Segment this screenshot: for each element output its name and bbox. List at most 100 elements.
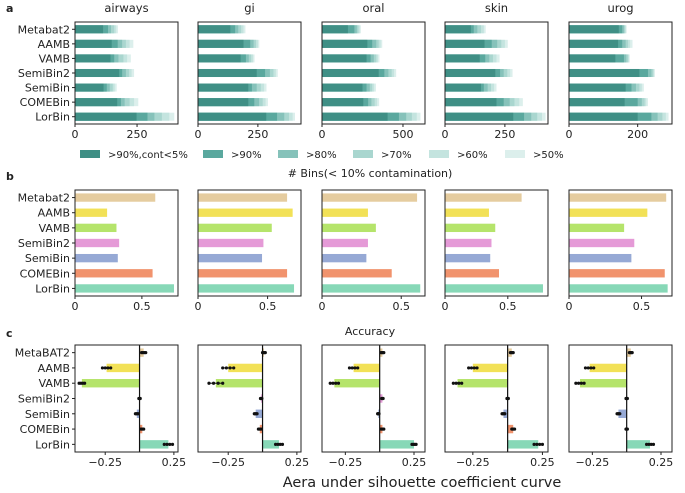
bar-VAMB [81, 379, 140, 388]
error-point [511, 351, 515, 355]
error-point [106, 366, 110, 370]
bar-AAMB-level-0 [322, 39, 368, 48]
x-tick-label: 0.25 [285, 456, 310, 469]
error-point [170, 442, 175, 446]
error-point [100, 366, 105, 370]
axes-frame [444, 21, 549, 125]
panel-label: c [6, 327, 13, 340]
subplot-title: skin [485, 1, 508, 15]
bar-LorBin [262, 440, 280, 449]
axes-frame [444, 189, 549, 297]
error-point [211, 381, 216, 385]
bar-COMEBin-level-0 [445, 98, 497, 107]
x-tick-label: 0 [319, 300, 326, 313]
error-point [467, 366, 471, 370]
subplot-skin: 0 0.5 [442, 189, 549, 313]
bar-SemiBin2 [569, 238, 635, 248]
y-tick-label: AAMB [38, 207, 70, 220]
error-point [273, 442, 278, 446]
panel-label: b [6, 170, 14, 183]
error-point [618, 412, 622, 416]
y-tick-label: COMEBin [20, 267, 70, 280]
subplot-gi: −0.25 0.25 [197, 344, 310, 469]
bar-LorBin [198, 284, 295, 293]
bar-SemiBin-level-0 [322, 83, 363, 92]
bar-VAMB-level-0 [569, 54, 616, 63]
x-tick-label: 250 [494, 128, 515, 141]
error-point [649, 442, 653, 446]
bar-VAMB [569, 223, 625, 233]
axes-frame [568, 344, 673, 453]
x-tick-label: 250 [247, 128, 268, 141]
subplot-urog: 0 0.5 [566, 189, 673, 313]
error-point [103, 366, 107, 370]
bar-AAMB [445, 208, 489, 217]
y-tick-label: SemiBin2 [18, 393, 70, 406]
error-point [381, 396, 385, 401]
error-point [503, 412, 507, 416]
bar-SemiBin2-level-0 [445, 68, 496, 78]
y-tick-label: COMEBin [20, 423, 70, 436]
bar-LorBin-level-0 [198, 112, 267, 121]
subplot-airways: −0.25 0.25 MetaBAT2 AAMB VAMB SemiBin2 SemiBin… [15, 344, 187, 469]
legend-label: >60% [457, 150, 488, 161]
axes-frame [568, 21, 673, 125]
error-point [457, 381, 461, 385]
error-point [144, 351, 148, 355]
bar-VAMB [198, 223, 272, 233]
bar-AAMB [472, 363, 508, 373]
error-point [278, 442, 282, 446]
error-point [353, 366, 357, 370]
xlabel-a: # Bins(< 10% contamination) [288, 167, 453, 180]
bar-VAMB [334, 379, 380, 388]
x-tick-label: −0.25 [575, 456, 609, 469]
error-point [469, 366, 474, 370]
legend-swatch [429, 150, 449, 158]
error-point [280, 442, 285, 446]
error-point [475, 366, 479, 370]
subplot-title: gi [244, 1, 255, 15]
error-point [630, 351, 634, 355]
legend-swatch [353, 150, 373, 158]
bar-Metabat2 [75, 193, 156, 202]
panel-label: a [6, 2, 13, 15]
error-point [644, 442, 649, 446]
y-tick-label: SemiBin [25, 408, 70, 421]
bar-Metabat2-level-0 [322, 25, 348, 34]
bar-VAMB [445, 223, 496, 233]
bar-AAMB-level-0 [198, 39, 244, 48]
bar-SemiBin2 [322, 238, 368, 248]
y-tick-label: AAMB [38, 38, 70, 51]
error-point [221, 366, 225, 370]
x-tick-label: 0 [72, 128, 79, 141]
y-tick-label: LorBin [35, 282, 70, 295]
error-point [577, 381, 581, 385]
y-tick-label: VAMB [39, 377, 70, 390]
error-point [538, 442, 542, 446]
bar-SemiBin2 [445, 238, 492, 248]
axes-frame [197, 344, 302, 453]
bar-VAMB [457, 379, 508, 388]
axes-frame [321, 344, 426, 453]
x-tick-label: 0 [566, 300, 573, 313]
x-tick-label: −0.25 [328, 456, 362, 469]
bar-AAMB-level-0 [569, 39, 619, 48]
bar-Metabat2 [569, 193, 667, 202]
bar-SemiBin-level-0 [569, 83, 626, 92]
error-point [574, 381, 578, 385]
x-tick-label: 0.25 [162, 456, 187, 469]
legend-swatch [278, 150, 298, 158]
x-tick-label: 0.5 [499, 300, 517, 313]
legend: >90%,cont<5% >90% >80% >70% >60% >50% [80, 150, 564, 161]
bar-SemiBin2 [198, 238, 264, 248]
bar-LorBin [139, 440, 169, 449]
legend-label: >90% [231, 150, 262, 161]
bar-COMEBin-level-0 [75, 98, 118, 107]
bar-Metabat2 [445, 193, 522, 202]
y-tick-label: AAMB [38, 362, 70, 375]
x-tick-label: 0.5 [133, 300, 151, 313]
error-point [512, 427, 517, 431]
bar-LorBin [322, 284, 421, 293]
xlabel-c: Aera under sihouette coefficient curve [283, 475, 562, 491]
axes-frame [444, 344, 549, 453]
